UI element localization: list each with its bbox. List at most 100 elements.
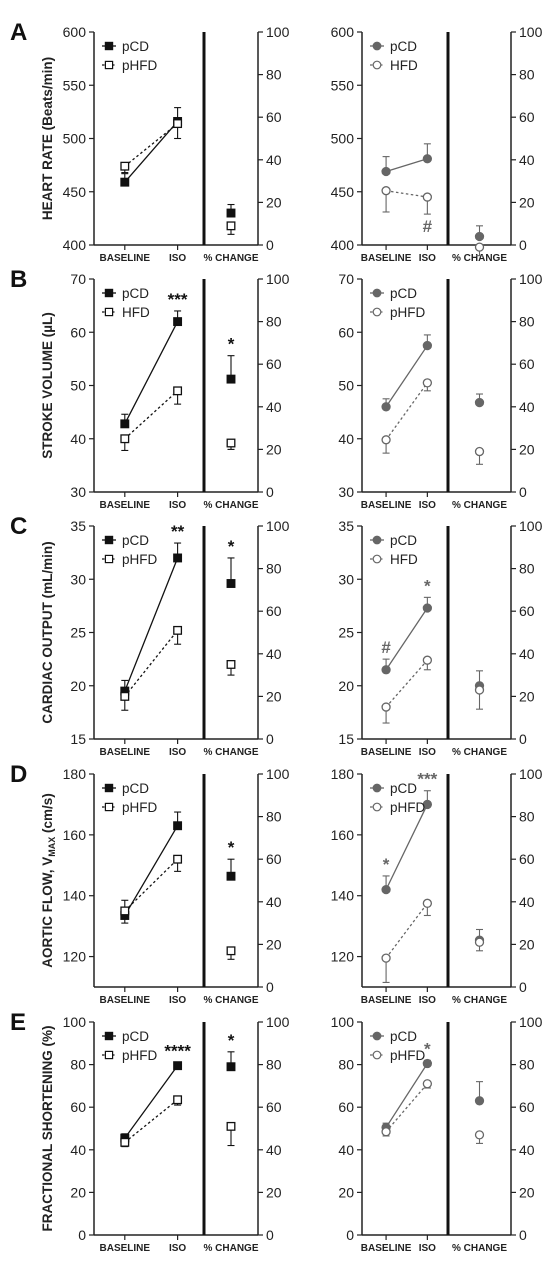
- marker-baseline: [120, 419, 130, 429]
- marker-change: [226, 1121, 236, 1131]
- legend-label: pHFD: [122, 800, 158, 815]
- significance-marker: ***: [168, 290, 188, 309]
- right-tick-label: 80: [266, 67, 282, 83]
- right-tick-label: 20: [266, 1184, 282, 1200]
- marker-iso: [422, 154, 433, 164]
- right-tick-label: 60: [266, 1099, 282, 1115]
- left-tick-label: 450: [63, 184, 87, 200]
- right-tick-label: 80: [519, 1057, 535, 1073]
- series-pcd: [381, 596, 485, 691]
- marker-iso: [422, 378, 433, 388]
- x-tick-label: BASELINE: [361, 253, 412, 264]
- left-tick-label: 30: [338, 571, 354, 587]
- y-axis-label-unit: (cm/s): [40, 793, 55, 837]
- legend-entry: pCD: [102, 533, 149, 548]
- marker-baseline: [381, 186, 391, 196]
- right-tick-label: 100: [266, 271, 290, 287]
- significance-marker: **: [171, 522, 185, 541]
- legend-label: pCD: [122, 286, 149, 301]
- right-tick-label: 20: [519, 936, 535, 952]
- left-tick-label: 60: [70, 324, 86, 340]
- legend-marker: [104, 1050, 114, 1060]
- y-axis-label: HEART RATE (Beats/min): [40, 57, 55, 220]
- x-tick-label: ISO: [419, 995, 436, 1006]
- right-tick-label: 80: [519, 67, 535, 83]
- legend-label: pCD: [390, 533, 417, 548]
- significance-marker: *: [383, 855, 390, 874]
- left-tick-label: 40: [70, 1142, 86, 1158]
- legend-marker: [372, 554, 382, 564]
- right-tick-label: 100: [266, 1014, 290, 1030]
- legend-entry: pHFD: [102, 800, 158, 815]
- right-tick-label: 40: [519, 894, 535, 910]
- series-line: [385, 804, 428, 890]
- marker-change: [474, 397, 485, 408]
- left-tick-label: 550: [63, 77, 87, 93]
- right-tick-label: 20: [519, 688, 535, 704]
- left-tick-label: 20: [70, 678, 86, 694]
- panel-letter: B: [10, 266, 27, 293]
- marker-iso: [422, 1058, 433, 1069]
- left-tick-label: 35: [70, 518, 86, 534]
- x-tick-label: BASELINE: [361, 995, 412, 1006]
- left-tick-label: 60: [70, 1099, 86, 1115]
- legend-marker: [104, 554, 114, 564]
- right-tick-label: 20: [519, 441, 535, 457]
- x-tick-label-change: % CHANGE: [203, 500, 258, 511]
- series-phfd: [381, 1079, 485, 1144]
- series-line: [124, 390, 179, 440]
- series-line: [124, 321, 179, 425]
- right-tick-label: 0: [266, 1227, 274, 1243]
- plot-male: 400 450 500 550 600 0 20 40 60 80 100 BASELINE ISO % …: [63, 24, 290, 264]
- right-tick-label: 40: [266, 894, 282, 910]
- legend-entry: pHFD: [102, 552, 158, 567]
- series-line: [385, 345, 428, 408]
- left-tick-label: 40: [338, 431, 354, 447]
- marker-change: [474, 1130, 485, 1140]
- x-tick-label-change: % CHANGE: [452, 500, 507, 511]
- series-line: [124, 1065, 179, 1139]
- series-line: [124, 123, 179, 167]
- x-tick-label: BASELINE: [100, 995, 151, 1006]
- x-tick-label: ISO: [169, 253, 186, 264]
- y-axis-label: CARDIAC OUTPUT (mL/min): [40, 541, 55, 723]
- legend-entry: HFD: [370, 58, 418, 73]
- significance-marker: *: [228, 537, 235, 556]
- plot-female: 400 450 500 550 600 0 20 40 60 80 100 BASELINE ISO % …: [331, 24, 543, 264]
- marker-change: [474, 937, 485, 947]
- legend-entry: pHFD: [102, 1048, 158, 1063]
- series-phfd: [120, 854, 236, 960]
- legend-marker: [104, 60, 114, 70]
- left-tick-label: 160: [331, 827, 355, 843]
- marker-baseline: [120, 906, 130, 916]
- right-tick-label: 80: [519, 314, 535, 330]
- legend-label: pHFD: [390, 305, 426, 320]
- x-tick-label: ISO: [419, 500, 436, 511]
- legend-marker: [104, 307, 114, 317]
- legend-marker: [104, 535, 114, 545]
- left-tick-label: 20: [70, 1184, 86, 1200]
- right-tick-label: 20: [519, 194, 535, 210]
- left-tick-label: 50: [70, 378, 86, 394]
- left-tick-label: 140: [331, 888, 355, 904]
- marker-baseline: [120, 1137, 130, 1147]
- y-axis-label: AORTIC FLOW, VMAX (cm/s): [40, 793, 57, 968]
- x-tick-label: ISO: [169, 1243, 186, 1254]
- legend-marker: [372, 1031, 382, 1041]
- marker-iso: [422, 192, 433, 202]
- marker-change: [474, 446, 485, 457]
- series-phfd: [381, 378, 485, 465]
- marker-baseline: [120, 434, 130, 444]
- legend-label: pHFD: [122, 1048, 158, 1063]
- right-tick-label: 40: [266, 152, 282, 168]
- x-tick-label: ISO: [419, 747, 436, 758]
- panel-E: E FRACTIONAL SHORTENING (%) 0 20 40 60 80 100 0 2…: [10, 1009, 543, 1254]
- left-tick-label: 160: [63, 827, 87, 843]
- left-tick-label: 15: [338, 731, 354, 747]
- right-tick-label: 40: [519, 399, 535, 415]
- marker-baseline: [381, 402, 391, 412]
- right-tick-label: 60: [519, 851, 535, 867]
- series-phfd: [120, 1095, 236, 1148]
- legend-entry: HFD: [370, 552, 418, 567]
